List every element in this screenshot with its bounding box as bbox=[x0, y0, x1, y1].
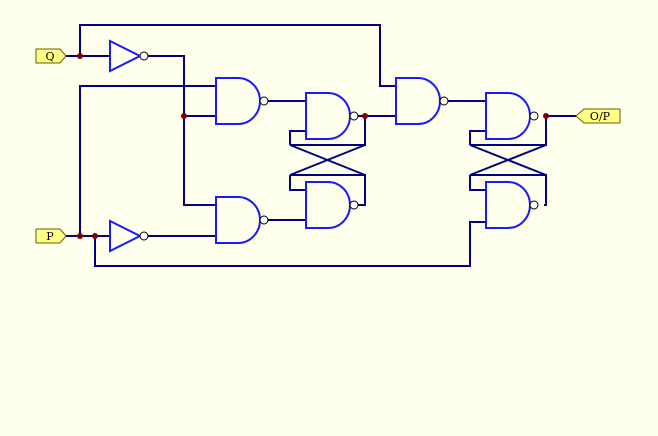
wires bbox=[66, 24, 576, 267]
inverter-bubble bbox=[139, 231, 149, 241]
wire-latch1-bot-fb bbox=[289, 144, 366, 206]
wire-latch2-bot-fb bbox=[469, 144, 547, 206]
wire-latch1-bot-in bbox=[289, 175, 306, 191]
output-pin[interactable]: O/P bbox=[575, 108, 621, 124]
junction-dot bbox=[362, 113, 368, 119]
wire-latch2-top-in bbox=[469, 130, 486, 145]
wire-p-gate1 bbox=[79, 85, 216, 236]
wire-latch2-bot-in bbox=[469, 175, 486, 191]
wire-latch2-top-fb bbox=[469, 115, 547, 176]
wire-latch1-top-in bbox=[289, 130, 306, 145]
inverter-bubble bbox=[139, 51, 149, 61]
nand-gate-3 bbox=[305, 92, 359, 140]
nand-gate-2 bbox=[215, 196, 269, 244]
wire-latch1-top-fb bbox=[289, 115, 366, 176]
input-pin-q-label: Q bbox=[45, 50, 54, 63]
not-gate-p bbox=[109, 219, 149, 253]
nand-gate-6 bbox=[485, 92, 539, 140]
output-pin-label: O/P bbox=[590, 110, 611, 123]
junction-dot bbox=[181, 113, 187, 119]
wire-q-top-rail bbox=[79, 24, 396, 87]
wire-p-bottom-rail bbox=[94, 221, 486, 267]
junction-dot bbox=[92, 233, 98, 239]
nand-gate-5 bbox=[395, 77, 449, 125]
input-pin-q[interactable]: Q bbox=[35, 48, 67, 64]
junction-dot bbox=[77, 53, 83, 59]
junctions bbox=[77, 53, 549, 239]
input-pin-p[interactable]: P bbox=[35, 228, 67, 244]
junction-dot bbox=[543, 113, 549, 119]
nand-gate-4 bbox=[305, 181, 359, 229]
nand-gate-1 bbox=[215, 77, 269, 125]
nand-gate-7 bbox=[485, 181, 539, 229]
input-pin-p-label: P bbox=[46, 230, 54, 243]
wire-notq-out bbox=[148, 55, 216, 206]
not-gate-q bbox=[109, 39, 149, 73]
junction-dot bbox=[77, 233, 83, 239]
